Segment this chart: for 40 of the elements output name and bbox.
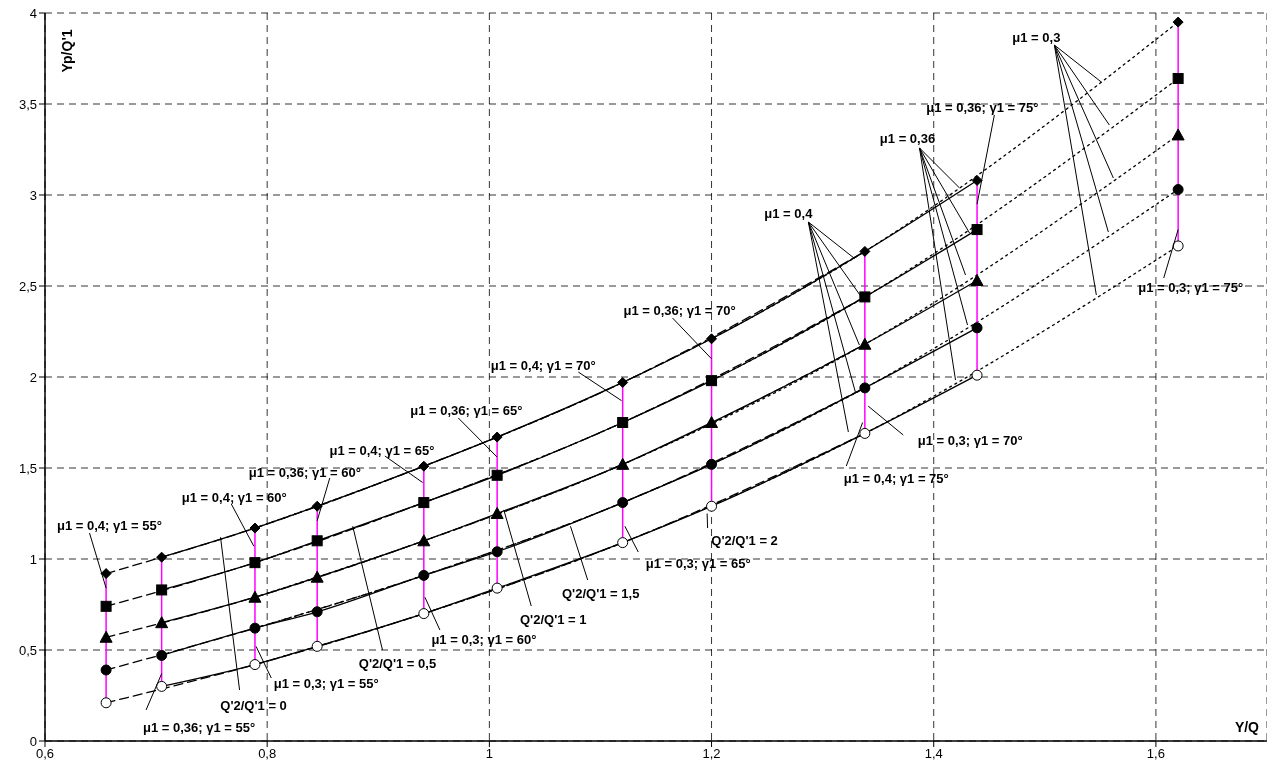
x-tick-label: 1,4 (924, 746, 943, 762)
y-tick-label: 3 (29, 187, 37, 203)
y-tick-label: 0,5 (18, 642, 37, 658)
y-axis-title: Yp/Q'1 (59, 29, 75, 73)
annotation: μ1 = 0,3; γ1 = 70° (917, 432, 1023, 448)
annotation: μ1 = 0,4; γ1 = 70° (490, 357, 596, 373)
y-tick-label: 1,5 (18, 460, 37, 476)
annotation: μ1 = 0,3 (1012, 29, 1061, 45)
annotation: μ1 = 0,36 (879, 130, 936, 146)
x-tick-label: 0,6 (35, 746, 55, 762)
annotation: μ1 = 0,4; γ1 = 65° (329, 442, 435, 458)
annotation: μ1 = 0,36; γ1 = 70° (623, 302, 736, 318)
annotation: Q'2/Q'1 = 1 (519, 611, 587, 627)
x-tick-label: 1 (485, 746, 493, 762)
x-axis-title: Y/Q (1234, 719, 1260, 735)
y-tick-label: 0 (29, 733, 37, 749)
y-tick-label: 3,5 (18, 96, 37, 112)
annotation: μ1 = 0,4; γ1 = 60° (181, 489, 287, 505)
annotation: μ1 = 0,4 (764, 205, 814, 221)
annotation: Q'2/Q'1 = 0,5 (358, 655, 437, 671)
annotation: μ1 = 0,4; γ1 = 55° (57, 517, 162, 533)
annotation: Q'2/Q'1 = 2 (711, 532, 778, 548)
annotation: μ1 = 0,36; γ1 = 60° (248, 464, 361, 480)
annotation: μ1 = 0,36; γ1 = 65° (410, 402, 523, 418)
annotation: μ1 = 0,3; γ1 = 75° (1138, 279, 1244, 295)
y-tick-label: 2,5 (18, 278, 37, 294)
annotation: μ1 = 0,36; γ1 = 75° (926, 99, 1039, 115)
x-tick-label: 0,8 (258, 746, 277, 762)
annotation: Q'2/Q'1 = 0 (220, 697, 287, 713)
annotation: μ1 = 0,3; γ1 = 65° (645, 555, 751, 571)
annotation: μ1 = 0,3; γ1 = 60° (431, 631, 537, 647)
annotation: μ1 = 0,36; γ1 = 55° (142, 719, 256, 735)
y-tick-label: 4 (29, 5, 37, 21)
x-tick-label: 1,2 (702, 746, 721, 762)
annotation: μ1 = 0,4; γ1 = 75° (843, 470, 949, 486)
annotation: Q'2/Q'1 = 1,5 (562, 585, 640, 601)
annotation: μ1 = 0,3; γ1 = 55° (273, 675, 379, 691)
x-tick-label: 1,6 (1146, 746, 1165, 762)
y-tick-label: 1 (29, 551, 37, 567)
y-tick-label: 2 (29, 369, 37, 385)
